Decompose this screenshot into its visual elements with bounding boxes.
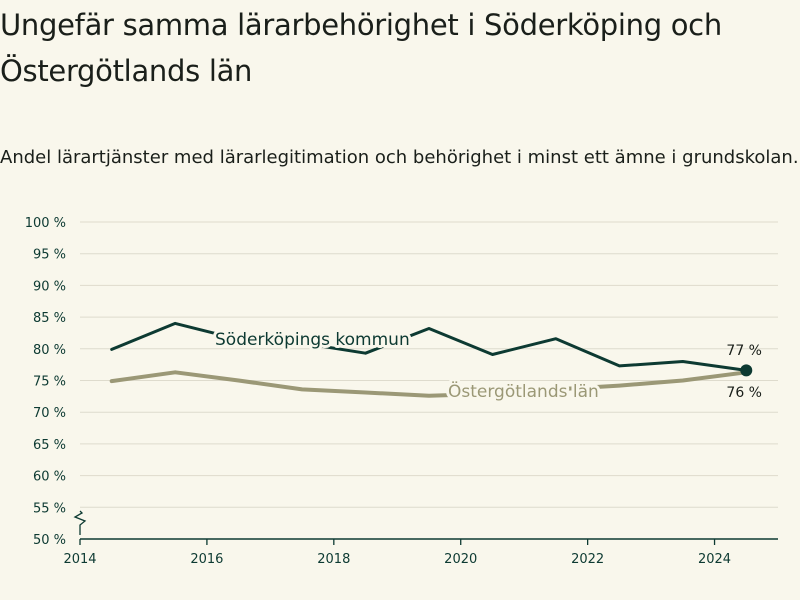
series-name-label: Söderköpings kommun bbox=[215, 330, 410, 350]
end-point-marker bbox=[740, 364, 753, 377]
x-tick-label: 2022 bbox=[571, 552, 604, 567]
y-tick-label: 95 % bbox=[33, 248, 66, 263]
y-tick-label: 80 % bbox=[33, 343, 66, 358]
line-chart: 50 % 55 % 60 % 65 % 70 % 75 % 80 % 85 % 90 % 95 %… bbox=[25, 216, 778, 567]
x-tick-label: 2024 bbox=[698, 552, 731, 567]
y-tick-label: 50 % bbox=[33, 533, 66, 548]
series-line bbox=[109, 370, 749, 398]
chart-title: Ungefär samma lärarbehörighet i Söderköp… bbox=[0, 8, 722, 88]
x-axis-ticks: 2014 2016 2018 2020 2022 2024 bbox=[63, 539, 731, 567]
y-axis-ticks: 50 % 55 % 60 % 65 % 70 % 75 % 80 % 85 % 90 % 95 %… bbox=[25, 216, 66, 548]
end-value-label: 77 % bbox=[726, 343, 762, 359]
series-labels: Söderköpings kommun Östergötlands län 77 %… bbox=[212, 327, 762, 405]
x-tick-label: 2014 bbox=[63, 552, 96, 567]
x-tick-label: 2018 bbox=[317, 552, 350, 567]
axis-break-icon bbox=[73, 510, 87, 535]
y-tick-label: 55 % bbox=[33, 501, 66, 516]
y-tick-label: 75 % bbox=[33, 375, 66, 390]
y-tick-label: 60 % bbox=[33, 470, 66, 485]
x-tick-label: 2016 bbox=[190, 552, 223, 567]
y-tick-label: 70 % bbox=[33, 406, 66, 421]
chart-subtitle: Andel lärartjänster med lärarlegitimatio… bbox=[0, 147, 799, 168]
y-tick-label: 85 % bbox=[33, 311, 66, 326]
y-tick-label: 65 % bbox=[33, 438, 66, 453]
y-tick-label: 100 % bbox=[25, 216, 66, 231]
grid-lines bbox=[80, 221, 778, 508]
end-value-label: 76 % bbox=[726, 385, 762, 401]
series-line bbox=[110, 321, 748, 372]
x-tick-label: 2020 bbox=[444, 552, 477, 567]
series-lines bbox=[109, 321, 753, 398]
y-tick-label: 90 % bbox=[33, 279, 66, 294]
series-name-label: Östergötlands län bbox=[448, 380, 599, 402]
x-axis bbox=[73, 510, 778, 540]
